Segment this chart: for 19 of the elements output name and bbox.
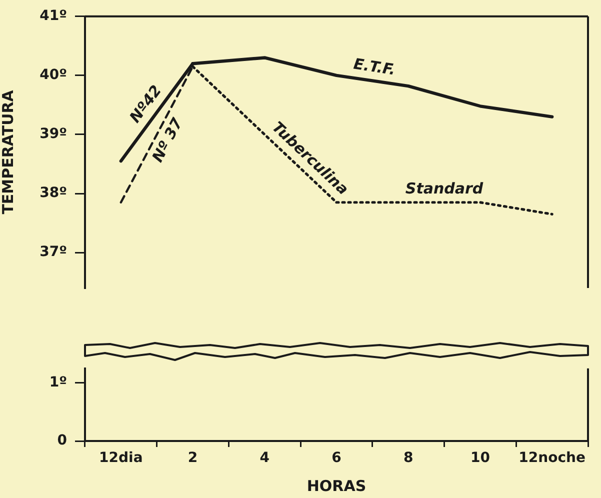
x-tick-label: 12noche [518,450,586,466]
y-tick-label: 37º [40,244,68,260]
x-tick-label: 10 [470,450,490,466]
x-tick-label: 12dia [99,450,143,466]
y-tick-label: 41º [40,8,68,24]
y-axis-title: TEMPERATURA [0,90,17,214]
y-tick-label: 40º [40,67,68,84]
x-tick-label: 8 [403,450,414,466]
y-tick-label: 38º [40,185,68,202]
y-tick-label: 1º [49,374,68,391]
text: Nº 37 [148,114,187,166]
y-tick-label: 39º [40,126,68,142]
x-axis-title: HORAS [306,476,366,495]
x-tick-label: 2 [188,450,198,466]
x-tick-label: 6 [332,450,342,466]
series-label: Standard [405,179,484,198]
y-tick-label: 0 [57,432,68,449]
text: E.T.F. [352,54,397,79]
x-tick-label: 4 [260,450,270,466]
